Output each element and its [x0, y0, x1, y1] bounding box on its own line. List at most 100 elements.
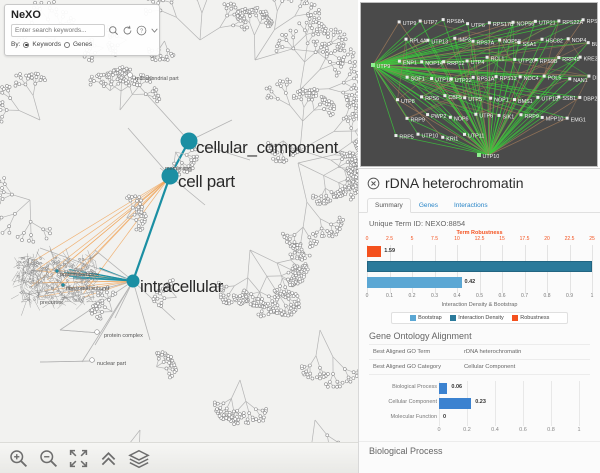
bottom-axis-tick: 0.1 [386, 293, 393, 299]
tab-interactions[interactable]: Interactions [453, 202, 488, 209]
svg-text:RRP45: RRP45 [562, 57, 579, 63]
top-axis-tick: 2.5 [386, 236, 393, 242]
radio-genes[interactable] [63, 41, 70, 48]
go-category-key: Best Aligned GO Category [373, 364, 441, 370]
zoom-in-icon[interactable] [8, 448, 29, 469]
tree-label-cell-part[interactable]: cell part [178, 172, 235, 191]
svg-text:RPS22A: RPS22A [562, 20, 583, 26]
tree-label-membrane[interactable]: membrane [165, 166, 192, 172]
svg-text:NAN1: NAN1 [573, 78, 587, 84]
biological-process-section-title: Biological Process [359, 441, 600, 456]
bar-value-label: 0.42 [464, 279, 476, 285]
go-bar-value: 0.06 [451, 384, 463, 390]
tree-label-mitochondrial-part[interactable]: mitochondrial part [135, 76, 179, 82]
svg-text:UTP18: UTP18 [435, 78, 452, 84]
tree-label-protein-complex[interactable]: protein complex [104, 333, 143, 339]
bottom-axis-tick: 0.2 [408, 293, 416, 299]
go-term-key: Best Aligned GO Term [373, 349, 431, 355]
gridline [579, 381, 580, 426]
top-axis-tick: 12.5 [474, 236, 485, 242]
bottom-axis-tick: 0.7 [521, 293, 528, 299]
svg-text:NOP58: NOP58 [503, 39, 521, 45]
svg-text:KRI1: KRI1 [446, 136, 458, 142]
svg-text:KRE33: KRE33 [584, 56, 598, 62]
tree-label-cellular_component[interactable]: cellular_component [196, 138, 339, 157]
go-chart-axis: 0 0.2 0.4 0.6 0.8 1 [437, 427, 590, 435]
legend-swatch [449, 315, 456, 321]
bottom-axis-tick: 0.9 [566, 293, 573, 299]
info-tabs[interactable]: Summary Genes Interactions [359, 197, 600, 213]
go-term-value: rDNA heterochromatin [464, 349, 522, 355]
gene-network-graph[interactable]: UTP9 UTP7 RPS8A UTP6 RPS17B NOP56 UTP21 RPS22A R… [361, 3, 598, 167]
svg-text:RPL4A: RPL4A [409, 38, 426, 44]
svg-text:RRP9: RRP9 [524, 114, 538, 120]
go-axis-tick: 0.4 [491, 427, 499, 433]
svg-text:SSA1: SSA1 [523, 42, 537, 48]
svg-text:?: ? [140, 29, 143, 35]
tab-summary[interactable]: Summary [367, 198, 411, 213]
search-input[interactable] [11, 24, 105, 37]
term-info-panel[interactable]: rDNA heterochromatin Summary Genes Inter… [358, 168, 600, 473]
help-icon[interactable]: ? [136, 25, 147, 36]
svg-text:RPS7A: RPS7A [477, 40, 495, 46]
gridline [523, 381, 524, 426]
search-icon[interactable] [108, 25, 119, 36]
svg-text:UTP22: UTP22 [455, 78, 472, 84]
chevron-down-icon[interactable] [150, 25, 159, 36]
bar-density [367, 261, 592, 272]
refresh-icon[interactable] [122, 25, 133, 36]
bar-boot [367, 277, 462, 288]
search-panel[interactable]: NeXO ? By: Keywords Genes [4, 4, 160, 56]
legend-label: Robustness [520, 315, 550, 321]
svg-text:RRP9: RRP9 [410, 118, 424, 124]
go-bar [439, 383, 448, 394]
legend-swatch [511, 315, 518, 321]
svg-text:POL5: POL5 [548, 75, 562, 81]
go-alignment-chart: Biological Process 0.06 Cellular Component… [369, 381, 590, 437]
svg-text:UTP21: UTP21 [539, 21, 556, 27]
collapse-icon[interactable] [98, 448, 119, 469]
tree-label-protein-complex[interactable]: protein complex [60, 272, 99, 278]
svg-text:UTP10: UTP10 [422, 133, 439, 139]
legend-item: Robustness [511, 315, 550, 321]
svg-text:SIK1: SIK1 [503, 115, 515, 121]
go-alignment-table: Best Aligned GO Term rDNA heterochromati… [369, 344, 590, 375]
bottom-axis-tick: 0.3 [431, 293, 438, 299]
go-bar-value: 0 [443, 414, 447, 420]
legend-label: Bootstrap [418, 315, 442, 321]
layers-icon[interactable] [128, 448, 150, 469]
close-circle-icon[interactable] [367, 177, 380, 190]
svg-text:UTP11: UTP11 [468, 134, 484, 140]
ontology-tree-graph[interactable] [0, 0, 358, 473]
svg-text:RPS9B: RPS9B [540, 59, 558, 65]
svg-text:UTP13: UTP13 [431, 39, 448, 45]
go-bar-value: 0.23 [475, 399, 486, 405]
zoom-out-icon[interactable] [38, 448, 59, 469]
bottom-axis-tick: 0.6 [498, 293, 506, 299]
tree-label-nuclear-part[interactable]: nuclear part [97, 361, 127, 367]
tree-label-precursor[interactable]: precursor [40, 300, 64, 306]
top-axis-tick: 0 [365, 236, 369, 242]
svg-text:BMS1: BMS1 [518, 99, 533, 105]
svg-text:BUD21: BUD21 [592, 42, 598, 48]
go-bar [439, 398, 472, 409]
fit-screen-icon[interactable] [68, 448, 89, 469]
tree-toolbar[interactable] [0, 442, 358, 473]
svg-text:UTP6: UTP6 [471, 23, 485, 29]
bar-robust [367, 246, 382, 257]
tree-label-intracellular[interactable]: intracellular [140, 277, 224, 296]
tab-genes[interactable]: Genes [418, 202, 438, 209]
radio-keywords[interactable] [23, 41, 30, 48]
tree-label-ribosomal-subunit[interactable]: ribosomal subunit [66, 286, 110, 292]
svg-text:RPS8A: RPS8A [447, 19, 465, 25]
table-row: Best Aligned GO Category Cellular Compon… [369, 360, 590, 375]
top-axis-tick: 17.5 [519, 236, 530, 242]
svg-text:UTP20: UTP20 [518, 59, 535, 65]
svg-text:EMG1: EMG1 [571, 117, 586, 123]
gene-network-panel[interactable]: UTP9 UTP7 RPS8A UTP6 RPS17B NOP56 UTP21 RPS22A R… [360, 2, 598, 167]
tree-visualization-panel[interactable]: NeXO ? By: Keywords Genes cellular_compo… [0, 0, 358, 473]
go-category-label: Cellular Component [388, 399, 437, 405]
top-axis-tick: 5 [410, 236, 414, 242]
top-axis-tick: 20 [544, 236, 550, 242]
bottom-axis-tick: 0.8 [543, 293, 551, 299]
